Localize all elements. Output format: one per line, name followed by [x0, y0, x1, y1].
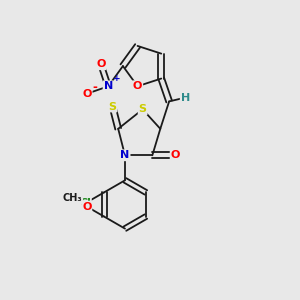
Text: O: O — [96, 59, 106, 69]
Text: O: O — [82, 202, 92, 212]
Text: S: S — [139, 104, 147, 114]
Text: O: O — [133, 81, 142, 91]
Text: O: O — [171, 150, 180, 160]
Text: S: S — [109, 101, 116, 112]
Text: Cl: Cl — [79, 198, 91, 208]
Text: -: - — [92, 81, 98, 94]
Text: +: + — [113, 74, 121, 82]
Text: CH₃: CH₃ — [63, 194, 83, 203]
Text: N: N — [120, 150, 130, 160]
Text: H: H — [181, 93, 190, 103]
Text: O: O — [82, 89, 92, 99]
Text: N: N — [103, 81, 113, 91]
